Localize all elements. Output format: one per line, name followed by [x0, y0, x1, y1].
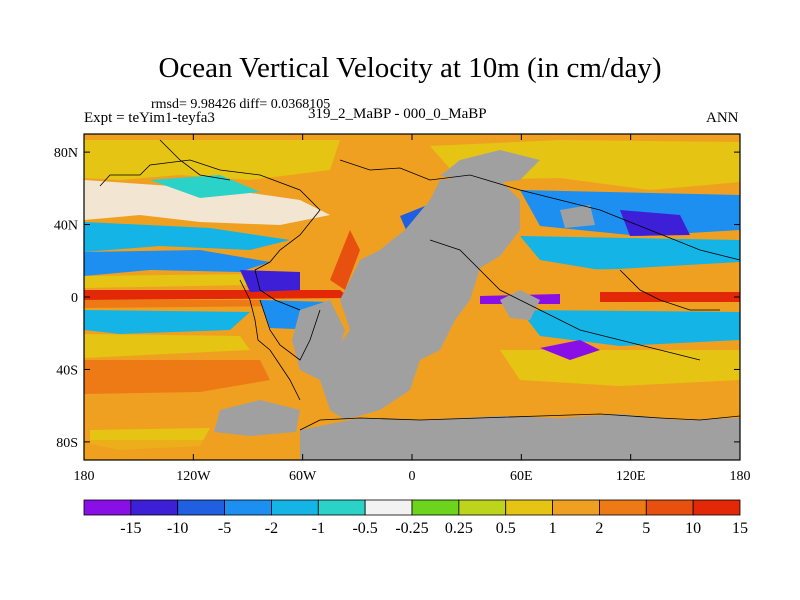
- colorbar-segment: [645, 499, 694, 516]
- colorbar-segment: [130, 499, 179, 516]
- map-panel: [83, 133, 741, 461]
- colorbar-segment: [364, 499, 413, 516]
- land-south-america-east: [292, 300, 345, 380]
- colorbar-labels: -15 -10 -5 -2 -1 -0.5 -0.25 0.25 0.5 1 2 5 10 15: [120, 520, 748, 537]
- colorbar-segment: [271, 499, 319, 516]
- land-central-continent: [320, 250, 420, 420]
- colorbar-segment: [224, 499, 272, 516]
- lon-tick-label: 0: [409, 469, 416, 484]
- coastlines: [99, 139, 741, 431]
- colorbar-segment: [411, 499, 460, 516]
- land-island-east: [560, 205, 595, 228]
- lon-tick-label: 120E: [616, 469, 646, 484]
- lon-tick-label: 180: [730, 469, 751, 484]
- colorbar-level-label: -2: [265, 520, 278, 537]
- colorbar-segment: [83, 499, 132, 516]
- figure-title: Ocean Vertical Velocity at 10m (in cm/da…: [158, 52, 662, 84]
- colorbar-level-label: -0.25: [395, 520, 428, 537]
- land-antarctic-peninsula: [214, 400, 300, 436]
- colorbar-level-label: 1: [549, 520, 557, 537]
- colorbar-segment: [317, 499, 366, 516]
- lat-tick-label: 40N: [54, 219, 78, 234]
- longitude-axis: 180 120W 60W 0 60E 120E 180: [74, 134, 751, 484]
- colorbar-segment: [552, 499, 600, 516]
- lat-tick-label: 80S: [56, 436, 78, 451]
- lat-tick-label: 40S: [56, 363, 78, 378]
- colorbar-segment: [458, 499, 507, 516]
- experiment-label: Expt = teYim1-teyfa3: [84, 110, 215, 126]
- colorbar: [83, 499, 741, 516]
- colorbar-level-label: 5: [642, 520, 650, 537]
- colorbar-level-label: -5: [218, 520, 231, 537]
- colorbar-segment: [692, 499, 741, 516]
- colorbar-level-label: 10: [685, 520, 701, 537]
- lon-tick-label: 120W: [176, 469, 211, 484]
- colorbar-level-label: -1: [312, 520, 325, 537]
- colorbar-level-label: -10: [167, 520, 188, 537]
- lon-tick-label: 60W: [289, 469, 317, 484]
- lon-tick-label: 60E: [510, 469, 533, 484]
- period-label: 319_2_MaBP - 000_0_MaBP: [308, 106, 487, 122]
- colorbar-level-label: 0.25: [445, 520, 473, 537]
- colorbar-segment: [177, 499, 225, 516]
- colorbar-segment: [505, 499, 553, 516]
- season-label: ANN: [706, 110, 739, 126]
- land-antarctica: [300, 414, 740, 460]
- stats-line: rmsd= 9.98426 diff= 0.0368105: [151, 97, 331, 112]
- lon-tick-label: 180: [74, 469, 95, 484]
- colorbar-level-label: -15: [120, 520, 141, 537]
- lat-tick-label: 80N: [54, 146, 78, 161]
- land-southeast-landmass: [500, 290, 540, 320]
- colorbar-level-label: 2: [595, 520, 603, 537]
- land-africa-eurasia: [380, 176, 520, 360]
- colorbar-level-label: 0.5: [496, 520, 516, 537]
- colorbar-segment: [599, 499, 647, 516]
- colorbar-level-label: -0.5: [352, 520, 377, 537]
- colorbar-level-label: 15: [732, 520, 748, 537]
- latitude-axis: 80N 40N 0 40S 80S: [54, 146, 740, 451]
- lat-tick-label: 0: [71, 291, 78, 306]
